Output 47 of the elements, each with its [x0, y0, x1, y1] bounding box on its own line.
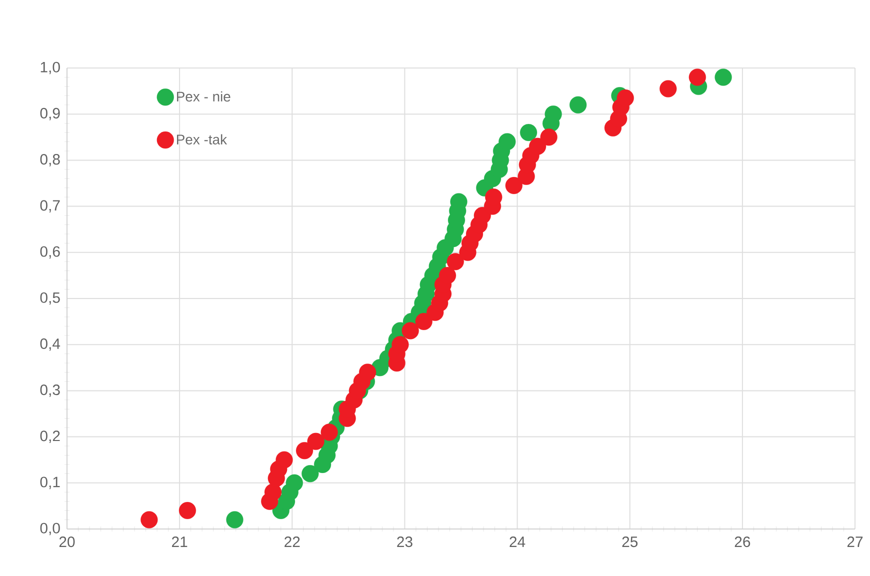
x-tick-label: 24	[510, 536, 526, 547]
y-tick-label: 0,9	[40, 108, 60, 120]
point	[714, 68, 732, 86]
legend-label: Pex -tak	[177, 134, 228, 144]
point	[276, 451, 293, 468]
point	[296, 442, 314, 460]
point	[302, 465, 319, 482]
x-tick-label: 25	[622, 536, 638, 548]
y-tick-label: 0,7	[40, 200, 60, 212]
point	[286, 474, 303, 492]
point	[498, 133, 516, 150]
x-tick-label: 26	[734, 536, 750, 548]
y-tick-label: 1,0	[40, 62, 60, 74]
y-tick-label: 0,2	[40, 430, 60, 443]
point	[415, 312, 432, 330]
x-tick-label: 23	[397, 536, 412, 548]
point	[660, 80, 677, 98]
point	[359, 364, 376, 381]
y-tick-label: 0,4	[40, 338, 60, 351]
y-tick-label: 0,1	[40, 476, 60, 490]
point	[178, 502, 196, 520]
point	[528, 138, 546, 155]
point	[688, 68, 706, 86]
point	[307, 432, 324, 450]
y-tick-label: 0,5	[40, 292, 60, 305]
x-tick-label: 22	[284, 536, 300, 547]
legend-label: Pex - nie	[177, 91, 230, 102]
point	[140, 511, 158, 528]
point	[540, 128, 558, 146]
point	[438, 266, 456, 284]
point	[520, 124, 538, 142]
point	[446, 253, 464, 270]
x-tick-label: 20	[59, 536, 75, 548]
y-tick-label: 0,6	[40, 246, 60, 259]
point	[616, 89, 634, 107]
point	[226, 511, 244, 528]
y-tick-label: 0,0	[40, 522, 60, 536]
x-tick-label: 21	[172, 536, 188, 547]
point	[505, 176, 522, 194]
point	[264, 484, 282, 501]
y-tick-label: 0,8	[40, 154, 60, 166]
x-tick-label: 27	[847, 536, 863, 547]
y-tick-label: 0,3	[40, 384, 60, 397]
point	[320, 424, 338, 441]
point	[402, 322, 419, 340]
point	[570, 96, 587, 114]
point	[392, 336, 409, 354]
